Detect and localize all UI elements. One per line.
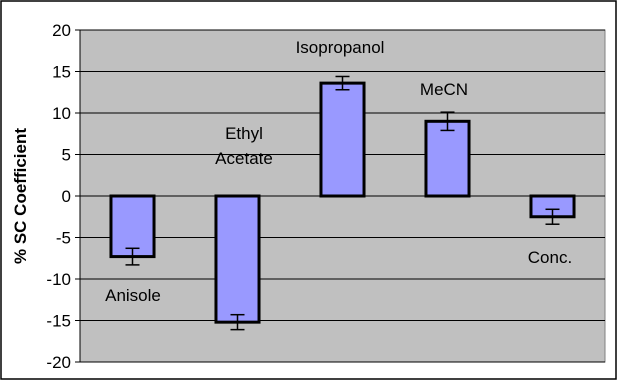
bar-label: Ethyl Acetate	[215, 124, 273, 168]
bar-label: MeCN	[420, 80, 468, 99]
y-tick-label: -10	[46, 270, 71, 289]
bars	[109, 75, 576, 331]
error-bar	[545, 208, 560, 225]
bar-label: Isopropanol	[296, 38, 385, 57]
bar-ethyl-acetate	[214, 194, 261, 324]
y-tick-label: 5	[62, 146, 71, 165]
error-bar	[335, 75, 350, 91]
y-tick-label: -5	[56, 229, 71, 248]
bar-labels: Anisole Ethyl Acetate Isopropanol MeCN Conc.	[105, 38, 572, 305]
error-bar	[230, 313, 245, 331]
bar-label: Anisole	[105, 286, 161, 305]
bar-label: Conc.	[528, 248, 572, 267]
y-tick-label: 15	[52, 63, 71, 82]
bar-mecn	[424, 119, 471, 198]
y-tick-labels: 20 15 10 5 0 -5 -10 -15 -20	[46, 21, 71, 372]
y-axis-title: % SC Coefficient	[11, 128, 30, 264]
bar-anisole	[109, 194, 156, 259]
error-bar	[125, 247, 140, 266]
y-tick-label: 10	[52, 104, 71, 123]
y-tick-label: -15	[46, 312, 71, 331]
error-bar	[440, 111, 455, 132]
bar-isopropanol	[319, 81, 366, 198]
y-tick-label: -20	[46, 353, 71, 372]
y-tick-label: 0	[62, 187, 71, 206]
y-tick-label: 20	[52, 21, 71, 40]
